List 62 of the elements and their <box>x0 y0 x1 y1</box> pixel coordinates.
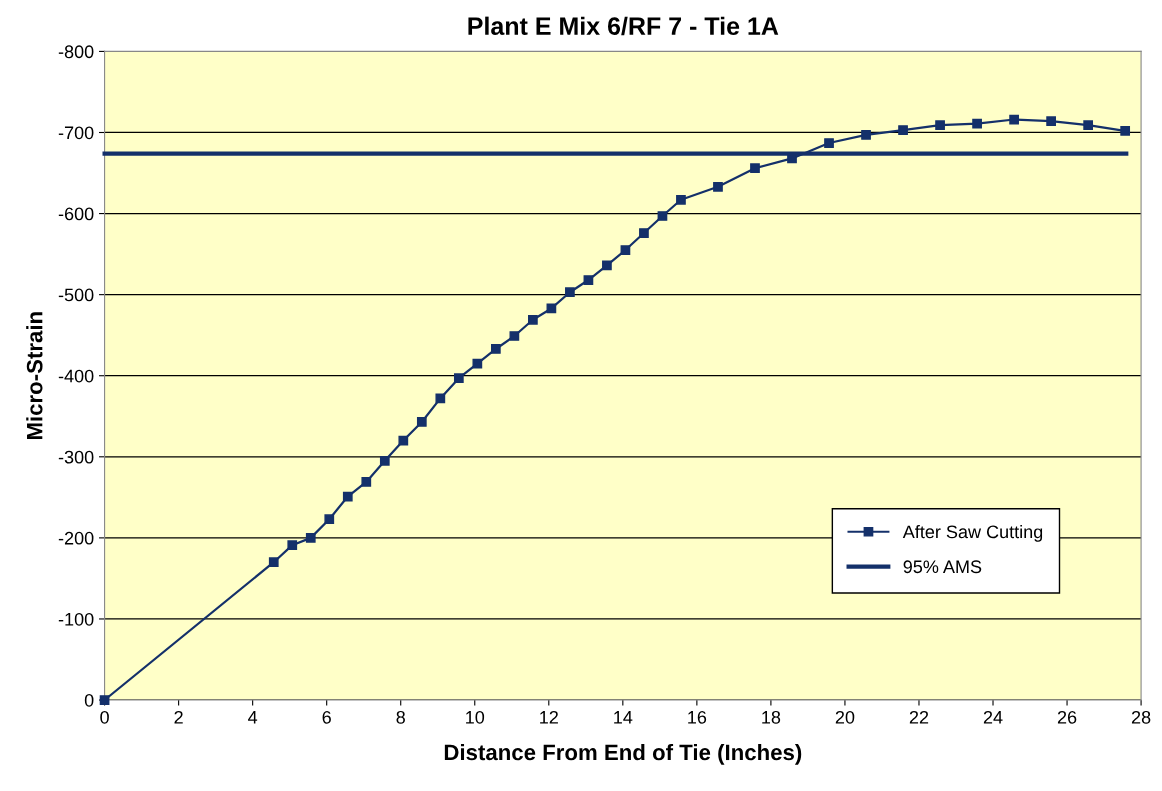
y-tick-label: -600 <box>58 207 94 221</box>
x-tick-label: 18 <box>762 710 781 724</box>
point <box>713 181 723 192</box>
point <box>935 120 945 131</box>
point <box>435 393 446 404</box>
point <box>379 455 390 466</box>
point <box>898 125 908 135</box>
point <box>509 331 520 341</box>
y-tick-label: 0 <box>84 693 94 707</box>
x-tick-label: 4 <box>248 711 258 724</box>
point <box>453 373 464 384</box>
point <box>528 314 538 325</box>
x-tick-label: 20 <box>835 710 855 724</box>
x-tick-label: 0 <box>100 710 109 724</box>
y-tick-label: -400 <box>58 369 94 383</box>
point <box>824 138 834 148</box>
y-tick-label: -500 <box>58 288 94 302</box>
point <box>305 533 316 543</box>
point <box>1120 126 1131 136</box>
y-tick-label: -100 <box>58 612 94 626</box>
point <box>602 260 612 271</box>
point <box>639 228 649 238</box>
x-axis-title: Distance From End of Tie (Inches) <box>444 743 802 765</box>
x-tick-label: 22 <box>909 710 929 724</box>
point <box>972 118 982 129</box>
x-tick-label: 6 <box>322 710 331 724</box>
point <box>583 275 594 285</box>
point <box>416 417 427 427</box>
point <box>472 358 483 369</box>
legend-label: After Saw Cutting <box>902 524 1043 542</box>
chart-title: Plant E Mix 6/RF 7 - Tie 1A <box>468 16 779 36</box>
point <box>1083 120 1094 131</box>
point <box>620 245 631 255</box>
x-tick-label: 26 <box>1057 710 1077 724</box>
point <box>324 514 335 525</box>
x-tick-label: 28 <box>1131 710 1151 724</box>
x-tick-label: 24 <box>983 710 1003 724</box>
x-tick-label: 8 <box>396 710 405 724</box>
y-axis-title: Micro-Strain <box>26 312 43 440</box>
point <box>268 557 279 568</box>
y-tick-label: -300 <box>58 450 94 464</box>
point <box>1046 116 1056 127</box>
point <box>861 130 871 140</box>
point <box>657 211 668 221</box>
x-tick-label: 2 <box>174 710 183 724</box>
y-tick-label: -200 <box>58 531 94 545</box>
point <box>342 491 353 502</box>
x-tick-label: 14 <box>614 711 633 724</box>
point <box>287 540 298 551</box>
point <box>565 287 575 298</box>
legend-label: 95% AMS <box>903 560 982 574</box>
x-tick-label: 12 <box>540 710 558 724</box>
point <box>398 435 409 446</box>
x-tick-label: 10 <box>466 710 485 724</box>
y-tick-label: -800 <box>58 45 94 59</box>
y-tick-label: -700 <box>58 126 94 140</box>
point <box>1009 114 1019 125</box>
point <box>361 477 372 487</box>
point <box>676 194 686 205</box>
x-tick-label: 16 <box>688 710 707 724</box>
point <box>490 344 501 354</box>
point <box>750 163 760 174</box>
